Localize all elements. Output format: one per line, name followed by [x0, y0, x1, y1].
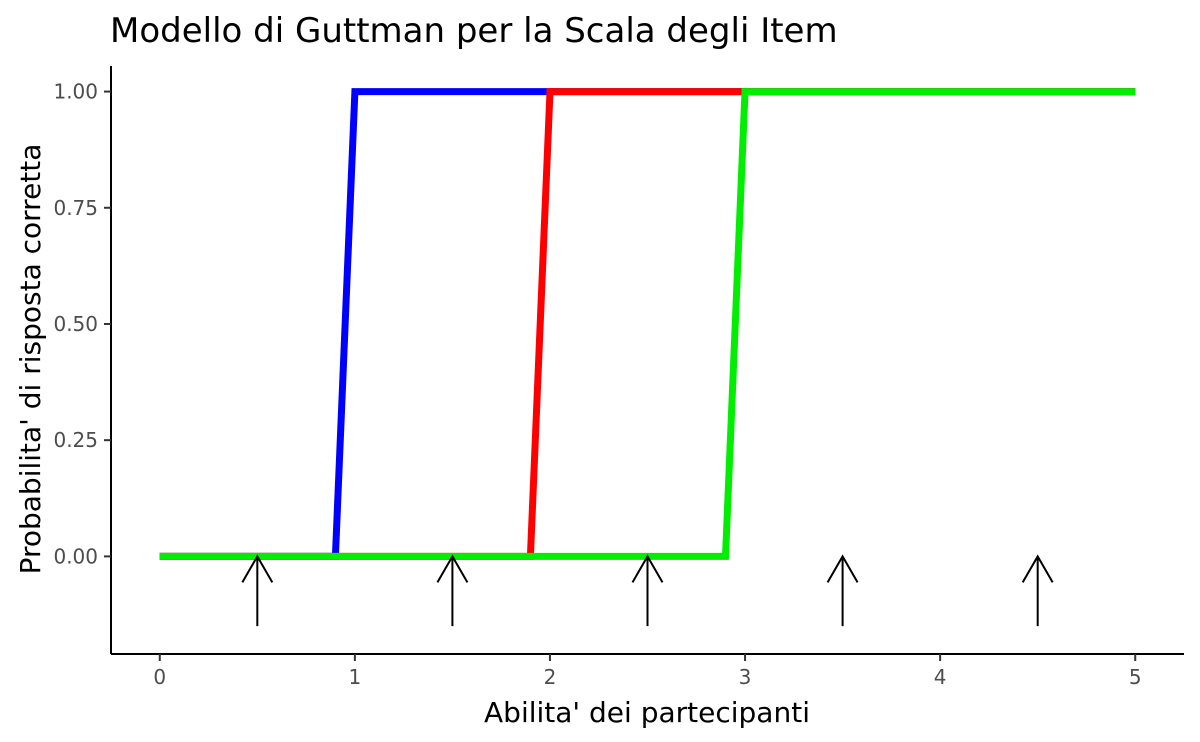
series-line-3: [159, 88, 1136, 560]
x-tick-label-2: 2: [544, 665, 557, 689]
chart-title: Modello di Guttman per la Scala degli It…: [110, 11, 838, 51]
ability-arrow-3: [631, 554, 664, 627]
series-line-2: [159, 88, 1136, 560]
y-tick-label-4: 1.00: [53, 80, 98, 104]
ability-arrow-5: [1021, 554, 1054, 627]
x-tick-label-0: 0: [153, 665, 166, 689]
x-tick-label-1: 1: [348, 665, 361, 689]
y-axis-title: Probabilita' di risposta corretta: [14, 144, 47, 575]
plot-area: 0 1 2 3 4 5 0.00 0.25 0.50 0.75 1.00: [53, 66, 1184, 689]
y-tick-label-2: 0.50: [53, 312, 98, 336]
ability-arrow-1: [241, 554, 274, 627]
x-tick-label-5: 5: [1129, 665, 1142, 689]
x-axis-title: Abilita' dei partecipanti: [484, 696, 810, 729]
ability-arrow-4: [826, 554, 859, 627]
ability-arrow-2: [436, 554, 469, 627]
y-tick-label-1: 0.25: [53, 428, 98, 452]
x-tick-label-4: 4: [934, 665, 947, 689]
y-tick-label-3: 0.75: [53, 196, 98, 220]
x-tick-label-3: 3: [739, 665, 752, 689]
series-line-1: [159, 88, 1136, 560]
y-tick-label-0: 0.00: [53, 544, 98, 568]
